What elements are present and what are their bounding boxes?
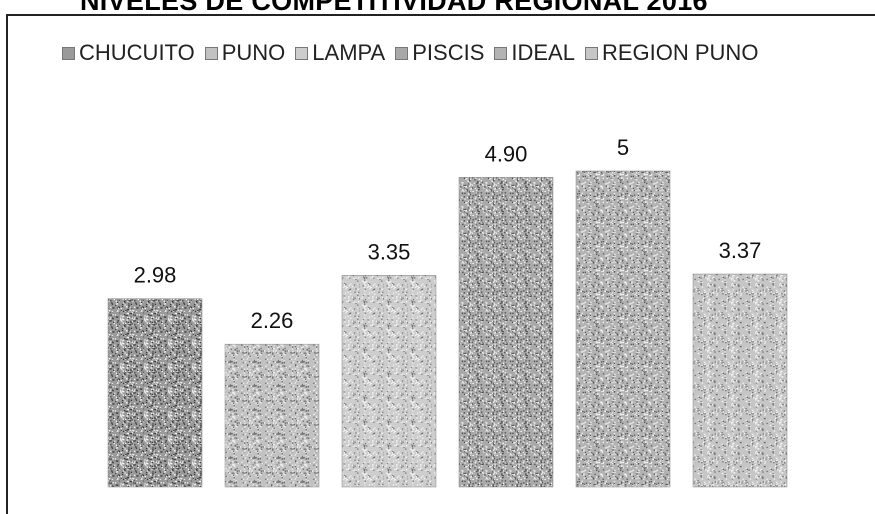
data-label: 2.26 xyxy=(251,308,294,333)
legend-item: CHUCUITO xyxy=(62,40,195,66)
legend-label: REGION PUNO xyxy=(601,40,759,65)
legend-swatch xyxy=(494,46,508,60)
legend-swatch xyxy=(395,46,409,60)
legend-label: LAMPA xyxy=(312,40,386,65)
bar-piscis xyxy=(458,177,554,488)
legend-swatch xyxy=(204,46,218,60)
bar-ideal xyxy=(575,170,671,488)
legend-label: PUNO xyxy=(221,40,286,65)
data-label: 3.37 xyxy=(719,238,762,263)
bar-puno xyxy=(224,343,320,488)
chart-frame xyxy=(6,14,875,514)
data-label: 3.35 xyxy=(368,239,411,264)
legend-swatch xyxy=(62,46,75,60)
data-label: 2.98 xyxy=(134,263,177,288)
data-label: 5 xyxy=(617,135,629,160)
bar-region-puno xyxy=(692,273,788,488)
legend-swatch xyxy=(584,46,598,60)
bar-chucuito xyxy=(107,298,203,488)
legend-item: REGION PUNO xyxy=(584,40,759,66)
legend-swatch xyxy=(295,46,309,60)
legend-label: CHUCUITO xyxy=(79,40,195,65)
legend-item: LAMPA xyxy=(295,40,385,66)
bar-lampa xyxy=(341,275,437,488)
legend-item: IDEAL xyxy=(494,40,575,66)
legend-item: PUNO xyxy=(204,40,286,66)
chart-title: NIVELES DE COMPETITIVIDAD REGIONAL 2016 xyxy=(80,0,708,16)
legend-label: PISCIS xyxy=(412,40,485,65)
chart-legend: CHUCUITO PUNO LAMPA PISCIS IDEAL REGION PUNO xyxy=(62,38,768,68)
data-label: 4.90 xyxy=(485,141,528,166)
legend-label: IDEAL xyxy=(511,40,575,65)
legend-item: PISCIS xyxy=(395,40,484,66)
